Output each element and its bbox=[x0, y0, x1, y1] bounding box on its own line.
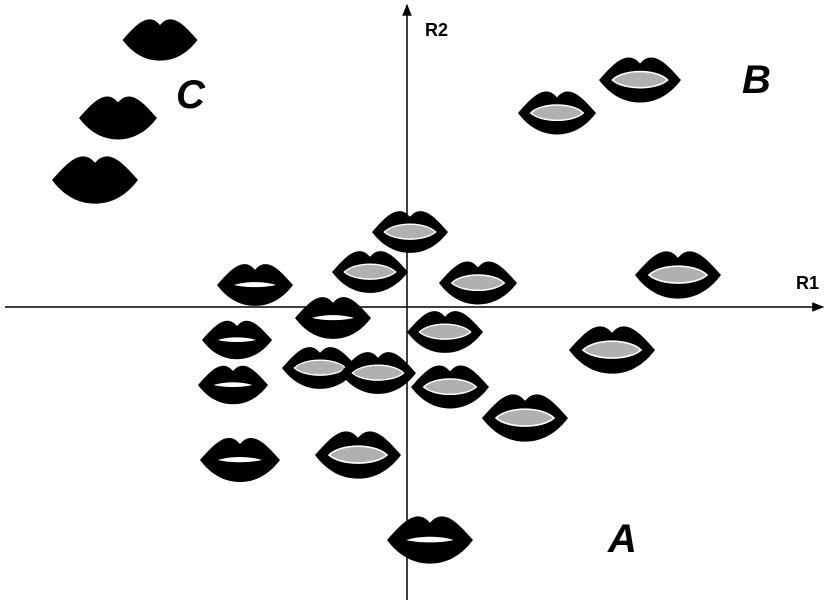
lip-icon bbox=[340, 352, 416, 394]
lip-icon bbox=[569, 326, 655, 374]
lip-icon bbox=[482, 394, 568, 442]
lip-icon bbox=[315, 431, 401, 479]
lip-slit bbox=[218, 457, 262, 463]
lip-teeth bbox=[383, 223, 437, 240]
lip-teeth bbox=[418, 323, 472, 340]
lip-icon bbox=[52, 156, 138, 204]
lip-icon bbox=[387, 516, 473, 564]
lip-icon bbox=[122, 19, 198, 61]
group-label: A bbox=[607, 517, 637, 561]
lip-teeth bbox=[611, 70, 669, 89]
lip-teeth bbox=[293, 359, 347, 376]
lip-icon bbox=[407, 311, 483, 353]
lip-icon bbox=[599, 57, 681, 103]
lip-slit bbox=[213, 382, 253, 387]
lip-teeth bbox=[422, 378, 478, 396]
group-label: C bbox=[176, 73, 206, 117]
lip-icon bbox=[202, 320, 272, 360]
lip-icon bbox=[439, 261, 517, 305]
lip-icon bbox=[635, 251, 721, 299]
lip-teeth bbox=[647, 265, 709, 284]
lip-slit bbox=[234, 282, 276, 288]
lip-outline bbox=[122, 19, 198, 61]
lip-teeth bbox=[581, 340, 643, 359]
lip-icon bbox=[79, 96, 157, 140]
lip-teeth bbox=[529, 104, 585, 122]
group-label: B bbox=[742, 58, 771, 102]
lip-teeth bbox=[343, 263, 397, 280]
y-axis-label: R2 bbox=[425, 20, 448, 40]
lip-slit bbox=[312, 315, 354, 321]
lip-slit bbox=[217, 337, 257, 342]
lip-icon bbox=[411, 365, 489, 409]
lips-group bbox=[52, 19, 721, 564]
lip-teeth bbox=[494, 408, 556, 427]
lip-icon bbox=[198, 365, 268, 405]
lip-outline bbox=[79, 96, 157, 140]
lip-icon bbox=[372, 211, 448, 253]
lip-outline bbox=[52, 156, 138, 204]
lip-teeth bbox=[450, 274, 506, 292]
lip-icon bbox=[518, 91, 596, 135]
lip-slit bbox=[406, 536, 454, 543]
lip-icon bbox=[295, 297, 371, 339]
lip-icon bbox=[200, 438, 280, 482]
x-axis-label: R1 bbox=[796, 273, 819, 293]
lip-teeth bbox=[351, 364, 405, 381]
lip-icon bbox=[217, 264, 293, 306]
lip-teeth bbox=[327, 445, 389, 464]
lip-icon bbox=[332, 251, 408, 293]
